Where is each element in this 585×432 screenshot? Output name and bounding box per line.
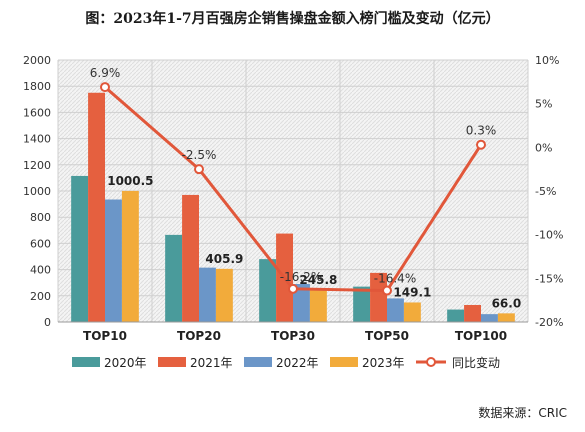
- y-left-tick-label: 400: [30, 264, 51, 277]
- y-left-tick-label: 200: [30, 290, 51, 303]
- bar-2023年-TOP10: [121, 190, 139, 322]
- y-right-tick-label: -15%: [535, 272, 563, 285]
- source-note: 数据来源：CRIC: [478, 406, 567, 420]
- bar-2020年-TOP30: [259, 259, 277, 322]
- y-left-tick-label: 1200: [23, 159, 51, 172]
- bar-2023年-TOP20: [215, 268, 233, 322]
- yoy-data-label: -16.2%: [280, 270, 322, 284]
- y-left-tick-label: 1000: [23, 185, 51, 198]
- x-tick-label: TOP50: [365, 329, 409, 343]
- bar-2020年-TOP100: [447, 309, 465, 322]
- bar-2022年-TOP50: [387, 298, 404, 322]
- yoy-data-label: -2.5%: [182, 148, 217, 162]
- legend-swatch: [72, 357, 100, 367]
- y-right-tick-label: 5%: [535, 98, 552, 111]
- x-tick-label: TOP30: [271, 329, 315, 343]
- legend-label: 2020年: [104, 356, 147, 370]
- legend-label: 2021年: [190, 356, 233, 370]
- bar-2023年-TOP50: [403, 302, 421, 322]
- y-left-tick-label: 0: [44, 316, 51, 329]
- bar-2022年-TOP30: [293, 284, 310, 322]
- yoy-point: [194, 164, 204, 175]
- bar-2021年-TOP20: [182, 194, 199, 322]
- bar-2022年-TOP100: [481, 314, 498, 322]
- bar-2022年-TOP20: [199, 267, 216, 322]
- bar-2021年-TOP50: [370, 272, 387, 322]
- bar-value-label: 149.1: [393, 285, 431, 299]
- y-right-tick-label: -5%: [535, 185, 556, 198]
- yoy-point: [288, 283, 298, 294]
- bar-value-label: 66.0: [492, 296, 522, 310]
- bar-value-label: 405.9: [205, 252, 243, 266]
- y-left-tick-label: 2000: [23, 54, 51, 67]
- yoy-point: [476, 139, 486, 150]
- bar-2022年-TOP10: [105, 199, 122, 322]
- y-right-tick-label: 10%: [535, 54, 559, 67]
- legend-swatch: [158, 357, 186, 367]
- bar-value-label: 245.8: [299, 273, 337, 287]
- y-right-tick-label: 0%: [535, 141, 552, 154]
- x-tick-label: TOP100: [455, 329, 507, 343]
- x-tick-label: TOP20: [177, 329, 221, 343]
- bar-2020年-TOP20: [165, 234, 183, 322]
- bar-value-label: 1000.5: [107, 174, 153, 188]
- y-left-tick-label: 1800: [23, 80, 51, 93]
- y-left-tick-label: 1400: [23, 133, 51, 146]
- yoy-data-label: 6.9%: [90, 66, 121, 80]
- legend-label: 同比变动: [452, 355, 500, 370]
- yoy-data-label: 0.3%: [466, 124, 497, 138]
- bar-2020年-TOP10: [71, 175, 89, 322]
- y-right-tick-label: -20%: [535, 316, 563, 329]
- x-tick-label: TOP10: [83, 329, 127, 343]
- legend-swatch: [244, 357, 272, 367]
- yoy-point: [382, 285, 392, 296]
- legend-line-marker: [426, 357, 436, 367]
- legend-label: 2023年: [362, 356, 405, 370]
- bar-2021年-TOP10: [88, 92, 105, 322]
- y-left-tick-label: 800: [30, 211, 51, 224]
- chart-title: 图：2023年1-7月百强房企销售操盘金额入榜门槛及变动（亿元）: [85, 11, 500, 27]
- y-left-tick-label: 1600: [23, 106, 51, 119]
- y-left-tick-label: 600: [30, 237, 51, 250]
- yoy-point: [100, 82, 110, 93]
- bar-2023年-TOP100: [497, 313, 515, 322]
- bar-2023年-TOP30: [309, 289, 327, 322]
- legend-swatch: [330, 357, 358, 367]
- y-right-tick-label: -10%: [535, 229, 563, 242]
- yoy-data-label: -16.4%: [374, 272, 416, 286]
- legend-label: 2022年: [276, 356, 319, 370]
- bar-2021年-TOP100: [464, 304, 481, 322]
- bar-2020年-TOP50: [353, 286, 371, 322]
